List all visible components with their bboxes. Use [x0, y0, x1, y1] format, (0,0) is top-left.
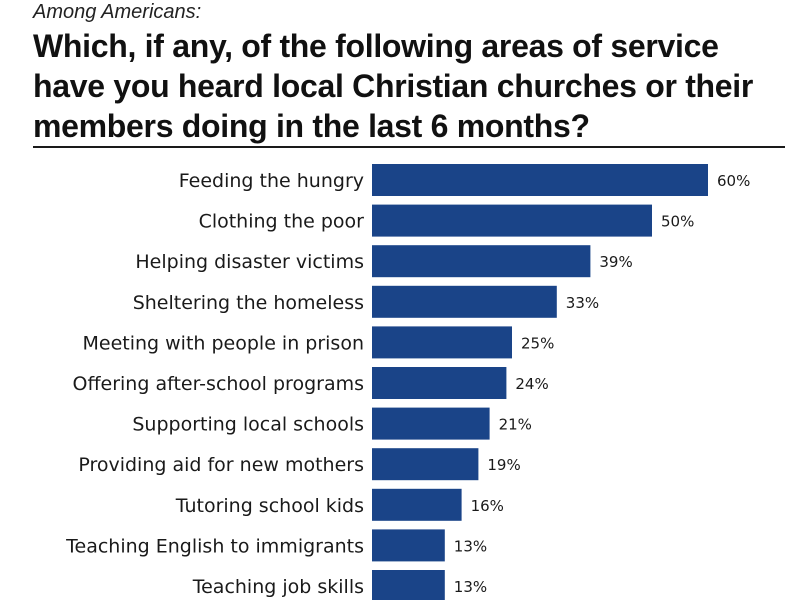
subtitle: Among Americans: — [33, 1, 202, 23]
category-label: Offering after-school programs — [72, 373, 364, 395]
value-label: 19% — [487, 456, 520, 474]
bar — [372, 570, 445, 600]
bar — [372, 245, 591, 278]
category-label: Meeting with people in prison — [82, 332, 364, 354]
value-label: 16% — [471, 497, 504, 515]
bar — [372, 326, 512, 359]
category-label: Clothing the poor — [199, 211, 365, 233]
category-label: Feeding the hungry — [179, 170, 364, 192]
value-label: 13% — [454, 578, 487, 596]
bar — [372, 164, 708, 196]
title-divider — [33, 146, 785, 148]
category-label: Providing aid for new mothers — [78, 454, 364, 476]
bar-chart: Feeding the hungry 60% Clothing the poor 50… — [0, 152, 800, 600]
category-label: Teaching English to immigrants — [65, 535, 364, 557]
category-label: Helping disaster victims — [135, 251, 364, 273]
value-label: 39% — [599, 253, 632, 271]
value-label: 60% — [717, 172, 750, 190]
value-label: 21% — [499, 416, 532, 434]
value-label: 25% — [521, 334, 554, 352]
bar — [372, 448, 479, 481]
value-label: 24% — [515, 375, 548, 393]
bar — [372, 488, 462, 521]
category-label: Teaching job skills — [192, 576, 364, 598]
bar — [372, 529, 445, 562]
bar — [372, 204, 652, 237]
value-label: 33% — [566, 294, 599, 312]
bar — [372, 367, 507, 399]
value-label: 50% — [661, 213, 694, 231]
bar — [372, 407, 490, 440]
bar — [372, 285, 557, 318]
value-label: 13% — [454, 537, 487, 555]
category-label: Tutoring school kids — [175, 495, 364, 517]
category-label: Sheltering the homeless — [133, 292, 364, 314]
bar-chart-svg: Feeding the hungry 60% Clothing the poor 50… — [65, 164, 750, 600]
chart-title: Which, if any, of the following areas of… — [33, 28, 754, 144]
category-label: Supporting local schools — [132, 414, 364, 436]
